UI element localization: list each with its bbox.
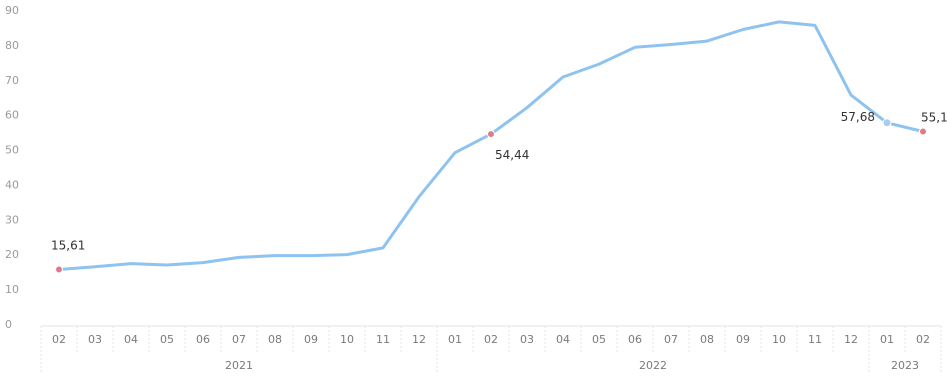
year-label: 2021 xyxy=(225,359,253,372)
x-tick-label: 02 xyxy=(484,333,498,346)
y-tick-label: 0 xyxy=(5,318,12,331)
x-tick-label: 09 xyxy=(736,333,750,346)
x-tick-label: 05 xyxy=(160,333,174,346)
y-tick-label: 90 xyxy=(5,4,19,17)
y-axis: 0 10 20 30 40 50 60 70 80 90 xyxy=(5,4,19,331)
x-tick-label: 10 xyxy=(772,333,786,346)
x-tick-label: 05 xyxy=(592,333,606,346)
x-tick-label: 12 xyxy=(844,333,858,346)
y-tick-label: 70 xyxy=(5,74,19,87)
y-tick-label: 50 xyxy=(5,144,19,157)
data-label: 54,44 xyxy=(495,148,529,162)
series-group xyxy=(55,20,927,274)
y-tick-label: 10 xyxy=(5,283,19,296)
x-tick-label: 02 xyxy=(52,333,66,346)
y-tick-label: 80 xyxy=(5,39,19,52)
x-tick-label: 08 xyxy=(700,333,714,346)
x-tick-label: 03 xyxy=(88,333,102,346)
x-tick-label: 01 xyxy=(880,333,894,346)
y-tick-label: 40 xyxy=(5,178,19,191)
data-label: 57,68 xyxy=(841,110,875,124)
data-point xyxy=(919,127,927,136)
x-tick-label: 09 xyxy=(304,333,318,346)
x-tick-label: 02 xyxy=(916,333,930,346)
data-labels: 15,61 54,44 57,68 55,18 xyxy=(51,110,947,253)
x-tick-label: 07 xyxy=(664,333,678,346)
year-label: 2023 xyxy=(891,359,919,372)
x-tick-label: 12 xyxy=(412,333,426,346)
y-tick-label: 60 xyxy=(5,109,19,122)
series-line xyxy=(57,20,925,271)
x-tick-label: 11 xyxy=(376,333,390,346)
x-tick-label: 10 xyxy=(340,333,354,346)
x-tick-label: 11 xyxy=(808,333,822,346)
y-tick-label: 20 xyxy=(5,248,19,261)
data-point xyxy=(55,265,63,274)
year-label: 2022 xyxy=(639,359,667,372)
data-label: 15,61 xyxy=(51,239,85,253)
data-label: 55,18 xyxy=(921,110,947,124)
data-point xyxy=(487,130,495,139)
x-tick-label: 06 xyxy=(628,333,642,346)
x-tick-label: 04 xyxy=(124,333,138,346)
x-tick-label: 03 xyxy=(520,333,534,346)
y-tick-label: 30 xyxy=(5,213,19,226)
x-tick-label: 08 xyxy=(268,333,282,346)
x-axis: 02 03 04 05 06 07 08 09 10 11 12 01 02 03 04 05 06 07 08 09… xyxy=(40,325,942,372)
x-tick-label: 06 xyxy=(196,333,210,346)
x-tick-label: 01 xyxy=(448,333,462,346)
x-tick-label: 04 xyxy=(556,333,570,346)
x-tick-label: 07 xyxy=(232,333,246,346)
data-point xyxy=(882,118,892,128)
